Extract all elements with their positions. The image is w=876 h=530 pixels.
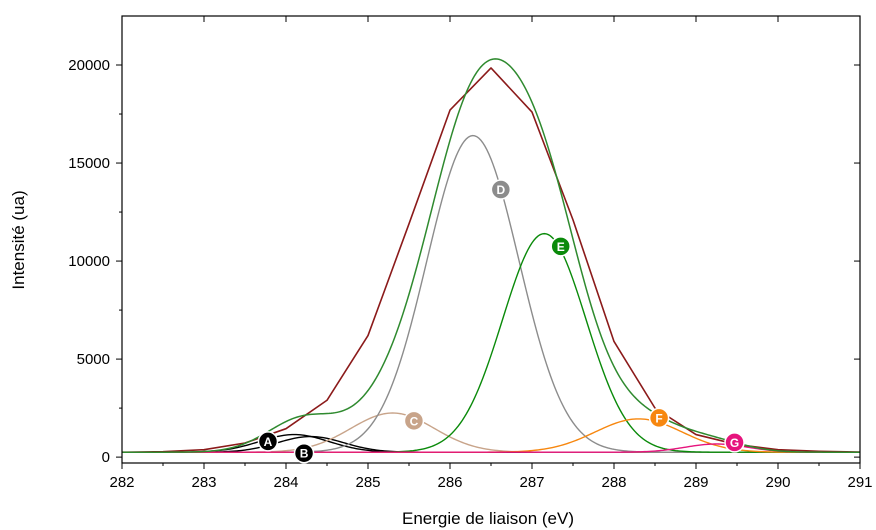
x-tick-label: 284: [273, 474, 298, 491]
peak-marker-a: A: [257, 431, 279, 452]
x-tick-label: 289: [683, 474, 708, 491]
peak-marker-label: B: [300, 447, 309, 461]
y-tick-label: 20000: [68, 57, 110, 74]
ticks-layer: 282 283 284 285 286 287 288 289 290 291 0 5000 10000…: [68, 16, 873, 491]
peak-marker-c: C: [403, 410, 425, 432]
peak-marker-circle: [490, 179, 512, 200]
peak-marker-label: G: [730, 436, 739, 450]
peak-marker-label: D: [497, 183, 506, 197]
y-tick-label: 5000: [77, 351, 110, 368]
x-tick-label: 290: [765, 474, 790, 491]
peak-marker-f: F: [648, 407, 670, 429]
peak-marker-b: B: [293, 442, 315, 464]
peak-marker-circle: [403, 410, 425, 432]
y-tick-label: 15000: [68, 155, 110, 172]
x-axis-label: Energie de liaison (eV): [402, 509, 574, 528]
x-tick-label: 288: [601, 474, 626, 491]
peak-marker-label: A: [264, 435, 273, 449]
y-tick-label: 0: [102, 449, 110, 466]
x-tick-label: 291: [847, 474, 872, 491]
peak-marker-label: C: [410, 414, 419, 428]
peak-marker-circle: [724, 432, 745, 453]
x-tick-label: 287: [519, 474, 544, 491]
y-axis-label: Intensité (ua): [9, 190, 28, 289]
peak-marker-label: F: [655, 411, 662, 425]
peak-marker-circle: [648, 407, 670, 429]
peak-marker-d: D: [490, 179, 512, 200]
y-tick-label: 10000: [68, 253, 110, 270]
peak-marker-e: E: [550, 236, 571, 257]
x-tick-label: 285: [355, 474, 380, 491]
peak-marker-circle: [257, 431, 279, 452]
peak-marker-g: G: [724, 432, 745, 453]
markers-layer: A B C D E F G: [257, 179, 745, 464]
peak-marker-circle: [293, 442, 315, 464]
peak-marker-circle: [550, 236, 571, 257]
x-tick-label: 286: [437, 474, 462, 491]
x-tick-label: 283: [191, 474, 216, 491]
x-tick-label: 282: [109, 474, 134, 491]
peak-marker-label: E: [557, 240, 565, 254]
